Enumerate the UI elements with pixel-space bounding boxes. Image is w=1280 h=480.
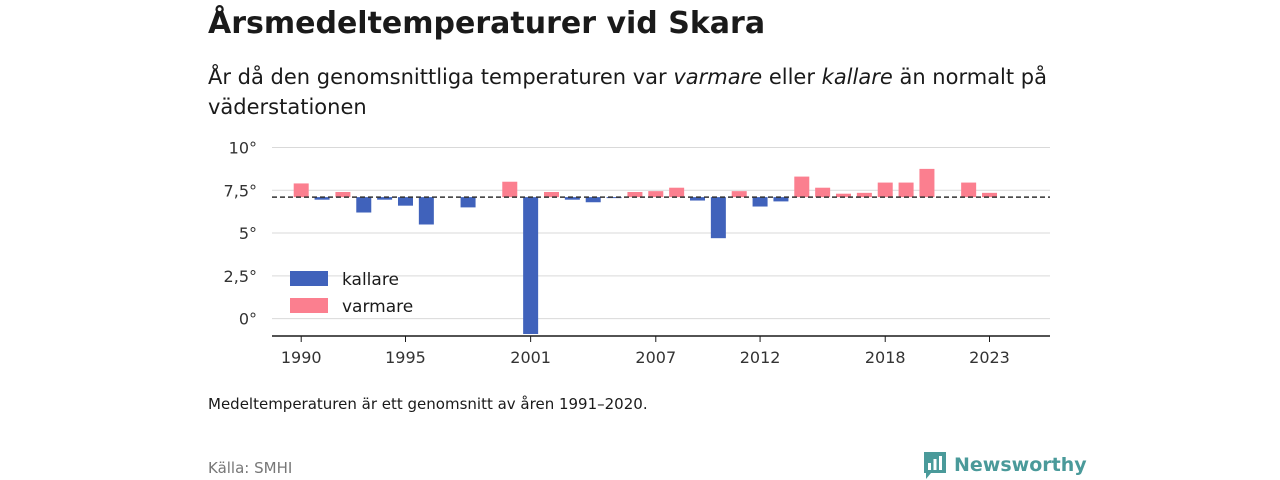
legend-swatch-kallare [290, 271, 328, 286]
bar-varmare [856, 192, 872, 198]
bar-varmare [543, 191, 559, 198]
legend-label-varmare: varmare [342, 297, 413, 317]
subtitle-warm-word: varmare [673, 65, 763, 89]
legend-swatch-varmare [290, 298, 328, 313]
bar-kallare [356, 197, 372, 213]
subtitle-cold-word: kallare [821, 65, 893, 89]
y-tick-label: 10° [229, 139, 257, 158]
bar-varmare [919, 168, 935, 198]
bar-varmare [293, 183, 309, 198]
bar-varmare [648, 191, 664, 198]
bar-varmare [961, 182, 977, 198]
subtitle-text-1: År då den genomsnittliga temperaturen va… [208, 65, 674, 89]
bar-kallare [523, 197, 539, 334]
y-tick-label: 2,5° [224, 267, 257, 286]
chart-title: Årsmedeltemperaturer vid Skara [208, 6, 766, 41]
y-tick-label: 7,5° [224, 181, 257, 200]
x-tick-label: 2018 [865, 348, 906, 367]
bar-varmare [877, 182, 893, 198]
bar-varmare [502, 181, 518, 198]
bar-kallare [564, 197, 580, 200]
bar-kallare [773, 197, 789, 202]
footnote: Medeltemperaturen är ett genomsnitt av å… [208, 395, 648, 413]
bar-kallare [314, 197, 330, 200]
newsworthy-logo: Newsworthy [922, 450, 1087, 480]
x-tick-label: 1995 [385, 348, 426, 367]
subtitle-text-3: än normalt på väderstationen [208, 65, 1047, 119]
y-tick-label: 0° [239, 310, 257, 329]
bar-kallare [606, 197, 622, 199]
chart-subtitle: År då den genomsnittliga temperaturen va… [208, 62, 1068, 122]
bar-varmare [815, 187, 831, 198]
bar-kallare [460, 197, 476, 208]
bar-varmare [898, 182, 914, 198]
bar-kallare [752, 197, 768, 207]
x-tick-label: 1990 [281, 348, 322, 367]
subtitle-text-2: eller [762, 65, 822, 89]
source-credit: Källa: SMHI [208, 459, 293, 477]
bar-varmare [669, 187, 685, 198]
bar-varmare [836, 193, 852, 198]
bar-kallare [585, 197, 601, 203]
bar-kallare [377, 197, 393, 200]
x-tick-label: 2012 [740, 348, 781, 367]
bar-varmare [982, 192, 998, 198]
temperature-bar-chart: 0° 2,5° 5° 7,5° 10° 1990 1995 2001 2007 2012 2018 2… [224, 139, 1050, 367]
bar-varmare [794, 176, 810, 198]
x-tick-label: 2001 [510, 348, 551, 367]
brand-name: Newsworthy [954, 454, 1087, 476]
legend-label-kallare: kallare [342, 270, 399, 290]
bar-varmare [731, 191, 747, 198]
y-tick-label: 5° [239, 224, 257, 243]
bar-varmare [335, 191, 351, 198]
bar-kallare [710, 197, 726, 239]
newsworthy-logo-icon [924, 452, 946, 479]
bar-kallare [397, 197, 413, 206]
x-tick-label: 2007 [635, 348, 676, 367]
bar-kallare [690, 197, 706, 201]
bar-kallare [418, 197, 434, 225]
bar-varmare [627, 191, 643, 198]
x-tick-label: 2023 [969, 348, 1010, 367]
